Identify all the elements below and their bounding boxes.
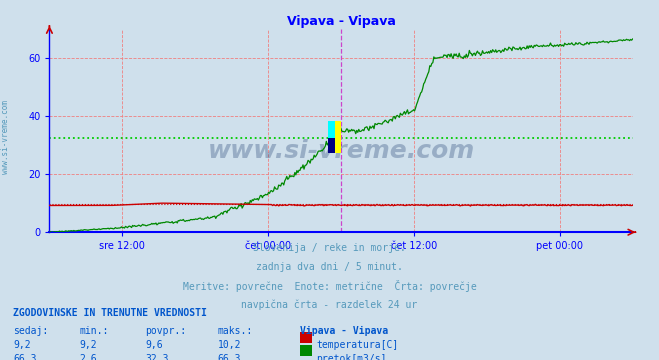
Text: temperatura[C]: temperatura[C] (316, 340, 399, 350)
Text: 9,2: 9,2 (13, 340, 31, 350)
Text: 2,6: 2,6 (79, 354, 97, 360)
Text: 10,2: 10,2 (217, 340, 241, 350)
Text: Slovenija / reke in morje.: Slovenija / reke in morje. (253, 243, 406, 253)
Text: 9,2: 9,2 (79, 340, 97, 350)
Text: maks.:: maks.: (217, 326, 252, 336)
Bar (328, 138, 335, 153)
Text: povpr.:: povpr.: (145, 326, 186, 336)
Text: Meritve: povrečne  Enote: metrične  Črta: povrečje: Meritve: povrečne Enote: metrične Črta: … (183, 280, 476, 292)
Bar (328, 121, 341, 153)
Text: 9,6: 9,6 (145, 340, 163, 350)
Text: sedaj:: sedaj: (13, 326, 48, 336)
Text: zadnja dva dni / 5 minut.: zadnja dva dni / 5 minut. (256, 262, 403, 272)
Text: pretok[m3/s]: pretok[m3/s] (316, 354, 387, 360)
Text: min.:: min.: (79, 326, 109, 336)
Text: Vipava - Vipava: Vipava - Vipava (300, 326, 388, 336)
Text: www.si-vreme.com: www.si-vreme.com (208, 139, 474, 163)
Text: www.si-vreme.com: www.si-vreme.com (1, 100, 10, 174)
Text: ZGODOVINSKE IN TRENUTNE VREDNOSTI: ZGODOVINSKE IN TRENUTNE VREDNOSTI (13, 308, 207, 318)
Text: navpična črta - razdelek 24 ur: navpična črta - razdelek 24 ur (241, 299, 418, 310)
Text: 32,3: 32,3 (145, 354, 169, 360)
Text: 66,3: 66,3 (13, 354, 37, 360)
Title: Vipava - Vipava: Vipava - Vipava (287, 15, 395, 28)
Bar (328, 121, 335, 138)
Text: 66,3: 66,3 (217, 354, 241, 360)
